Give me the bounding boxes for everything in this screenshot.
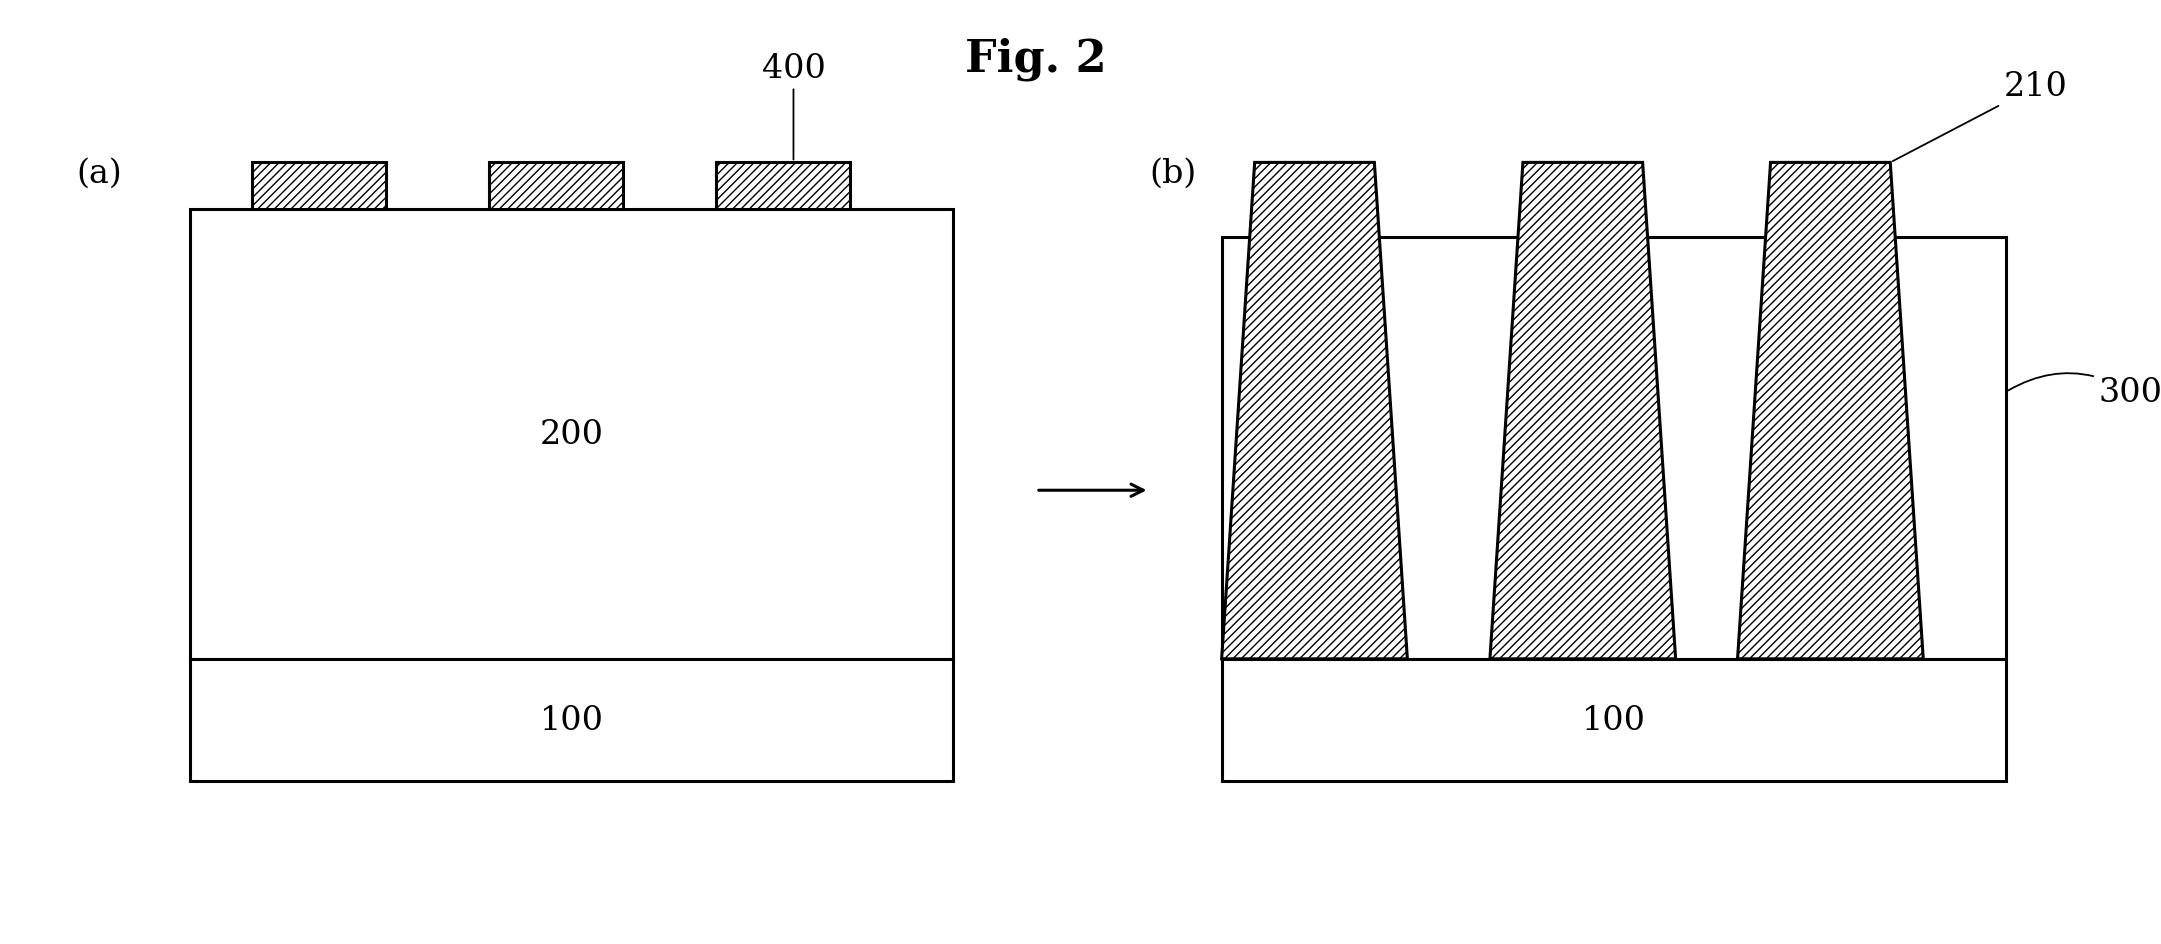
Bar	[488, 163, 622, 210]
Text: (b): (b)	[1150, 158, 1197, 190]
Polygon shape	[1489, 163, 1675, 659]
Bar	[190, 659, 953, 781]
Bar	[190, 210, 953, 659]
Text: 100: 100	[540, 704, 603, 736]
Text: 200: 200	[540, 418, 603, 450]
Text: 300: 300	[2008, 374, 2161, 409]
Polygon shape	[1221, 163, 1407, 659]
Text: (a): (a)	[76, 158, 123, 190]
Text: 100: 100	[1582, 704, 1647, 736]
Polygon shape	[1737, 163, 1923, 659]
Text: 210: 210	[1893, 72, 2068, 162]
Bar	[715, 163, 849, 210]
Bar	[253, 163, 387, 210]
Bar	[1221, 659, 2005, 781]
Text: 400: 400	[761, 53, 826, 160]
Bar	[1221, 238, 2005, 659]
Text: Fig. 2: Fig. 2	[966, 38, 1106, 81]
